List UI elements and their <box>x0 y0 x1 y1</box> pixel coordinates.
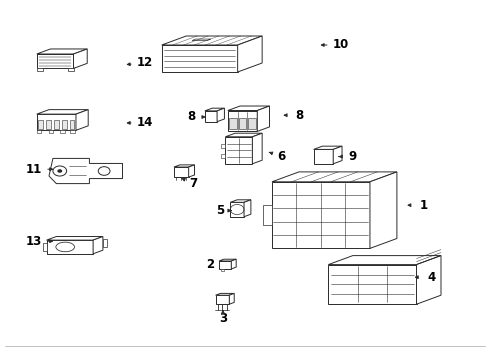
Polygon shape <box>74 49 87 68</box>
Text: 1: 1 <box>420 199 428 212</box>
Polygon shape <box>47 237 103 240</box>
Polygon shape <box>37 114 76 130</box>
Polygon shape <box>216 295 229 304</box>
Text: 10: 10 <box>332 39 349 51</box>
Polygon shape <box>228 106 270 111</box>
Polygon shape <box>328 265 416 304</box>
Polygon shape <box>225 137 252 164</box>
Text: 12: 12 <box>136 57 153 69</box>
Polygon shape <box>43 243 47 251</box>
Polygon shape <box>229 293 234 304</box>
Polygon shape <box>37 109 88 114</box>
Text: 8: 8 <box>295 109 303 122</box>
Polygon shape <box>328 256 441 265</box>
Text: 7: 7 <box>190 177 197 190</box>
Bar <box>54 120 59 129</box>
Polygon shape <box>230 202 244 217</box>
Bar <box>60 130 65 133</box>
Polygon shape <box>37 68 43 71</box>
Text: 9: 9 <box>349 150 357 163</box>
Polygon shape <box>68 68 74 71</box>
Bar <box>62 120 67 129</box>
Text: 5: 5 <box>217 204 224 217</box>
Polygon shape <box>263 205 272 225</box>
Polygon shape <box>219 259 236 261</box>
Polygon shape <box>103 239 107 247</box>
Polygon shape <box>174 165 195 167</box>
Polygon shape <box>225 133 262 137</box>
Bar <box>37 130 42 133</box>
Polygon shape <box>37 54 74 68</box>
Polygon shape <box>221 269 224 271</box>
Text: 13: 13 <box>26 235 43 248</box>
Polygon shape <box>370 172 397 248</box>
Bar <box>229 118 237 129</box>
Polygon shape <box>162 36 262 45</box>
Polygon shape <box>244 200 251 217</box>
Polygon shape <box>272 172 397 182</box>
Polygon shape <box>257 106 270 131</box>
Text: 2: 2 <box>206 258 214 271</box>
Polygon shape <box>231 259 236 269</box>
Bar <box>239 118 246 129</box>
Text: 4: 4 <box>427 271 435 284</box>
Circle shape <box>57 169 62 173</box>
Text: 11: 11 <box>26 163 43 176</box>
Bar <box>49 130 53 133</box>
Polygon shape <box>93 237 103 254</box>
Text: 8: 8 <box>187 111 195 123</box>
Polygon shape <box>238 36 262 72</box>
Bar <box>70 120 74 129</box>
Text: 14: 14 <box>136 116 153 129</box>
Polygon shape <box>205 108 224 111</box>
Polygon shape <box>205 111 217 122</box>
Bar <box>38 120 43 129</box>
Polygon shape <box>47 240 93 254</box>
Polygon shape <box>230 200 251 202</box>
Polygon shape <box>228 111 257 131</box>
Text: 6: 6 <box>278 150 286 163</box>
Polygon shape <box>162 45 238 72</box>
Polygon shape <box>416 256 441 304</box>
Polygon shape <box>217 108 224 122</box>
Polygon shape <box>220 144 225 148</box>
Polygon shape <box>272 182 370 248</box>
Polygon shape <box>219 261 231 269</box>
Bar <box>248 118 256 129</box>
Ellipse shape <box>56 242 74 252</box>
Polygon shape <box>76 109 88 130</box>
Polygon shape <box>314 149 333 164</box>
Bar <box>46 120 51 129</box>
Polygon shape <box>37 49 87 54</box>
Polygon shape <box>333 146 342 164</box>
Polygon shape <box>192 39 211 40</box>
Polygon shape <box>314 146 342 149</box>
Polygon shape <box>189 165 195 177</box>
Bar <box>70 130 75 133</box>
Polygon shape <box>252 133 262 164</box>
Polygon shape <box>220 154 225 158</box>
Text: 3: 3 <box>219 312 227 325</box>
Polygon shape <box>174 167 189 177</box>
Polygon shape <box>49 158 122 184</box>
Polygon shape <box>216 293 234 295</box>
